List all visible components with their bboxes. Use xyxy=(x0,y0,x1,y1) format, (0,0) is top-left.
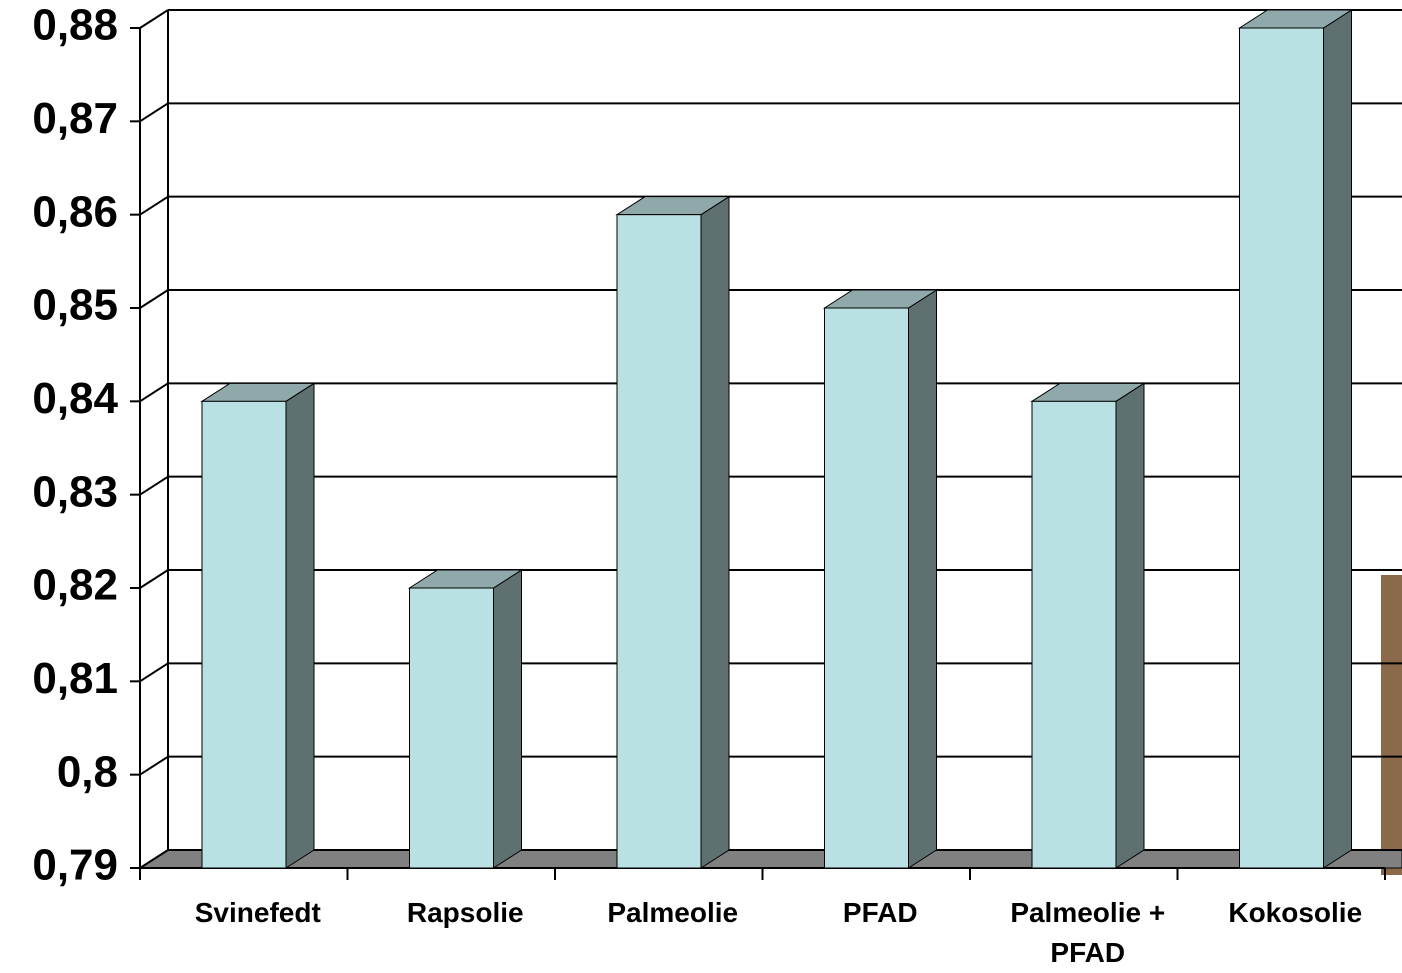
floor xyxy=(138,849,1402,869)
bar xyxy=(201,400,287,869)
x-tick-label: Rapsolie xyxy=(406,897,524,928)
y-tick-label: 0,81 xyxy=(32,654,118,703)
y-tick-label: 0,86 xyxy=(32,187,118,236)
bar-side xyxy=(700,195,730,869)
bar-side xyxy=(285,382,315,869)
y-tick-label: 0,87 xyxy=(32,94,118,143)
y-tick-label: 0,88 xyxy=(32,1,118,50)
grid-side xyxy=(139,755,169,776)
grid-side xyxy=(139,289,169,309)
y-tick-label: 0,79 xyxy=(32,841,118,890)
bar-side xyxy=(1115,382,1145,869)
x-tick-label: Palmeolie + PFAD xyxy=(1010,897,1166,968)
grid-side xyxy=(139,9,169,29)
y-tick-label: 0,85 xyxy=(32,281,118,330)
grid-side xyxy=(139,475,169,496)
x-tick-label: Kokosolie xyxy=(1228,897,1363,928)
bar xyxy=(409,587,494,869)
bar-side xyxy=(1323,9,1352,869)
bar xyxy=(1031,400,1117,869)
y-tick-label: 0,8 xyxy=(57,747,118,796)
y-tick-label: 0,82 xyxy=(32,561,118,610)
grid-side xyxy=(139,569,169,589)
x-tick-label: Palmeolie xyxy=(607,897,739,928)
x-tick-label: PFAD xyxy=(842,897,918,928)
y-tick-label: 0,84 xyxy=(32,374,118,423)
grid-side xyxy=(139,382,169,403)
bar-side xyxy=(493,569,522,869)
x-tick-label: Svinefedt xyxy=(194,897,321,928)
bar xyxy=(824,307,909,869)
grid-side xyxy=(139,662,169,683)
y-tick-label: 0,83 xyxy=(32,467,118,516)
bar xyxy=(616,214,702,869)
grid-side xyxy=(139,849,169,869)
photo-fragment xyxy=(1381,575,1402,875)
bar xyxy=(1239,27,1324,869)
bar-side xyxy=(908,289,937,869)
grid-side xyxy=(139,195,169,216)
grid-side xyxy=(139,102,169,123)
